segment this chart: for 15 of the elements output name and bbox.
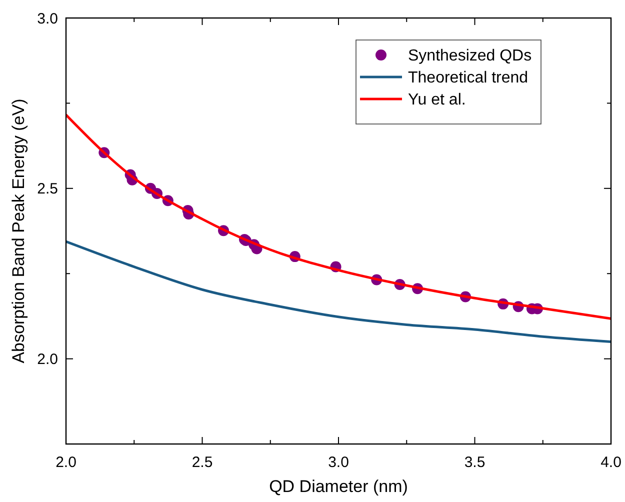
x-tick-label: 2.5 [192, 454, 213, 471]
y-axis-title: Absorption Band Peak Energy (eV) [9, 98, 28, 364]
x-tick-label: 3.5 [464, 454, 486, 471]
line-series [66, 240, 611, 344]
x-tick-label: 2.0 [56, 454, 76, 471]
y-tick-label: 3.0 [37, 10, 58, 28]
x-tick-label: 3.0 [328, 454, 349, 471]
x-axis-title: QD Diameter (nm) [269, 477, 408, 496]
legend-label: Synthesized QDs [408, 48, 532, 65]
legend-label: Theoretical trend [408, 70, 528, 87]
line-series [66, 114, 611, 320]
y-tick-label: 2.5 [37, 180, 58, 198]
legend-label: Yu et al. [408, 92, 466, 109]
y-tick-label: 2.0 [37, 351, 58, 368]
x-tick-label: 4.0 [600, 454, 622, 471]
